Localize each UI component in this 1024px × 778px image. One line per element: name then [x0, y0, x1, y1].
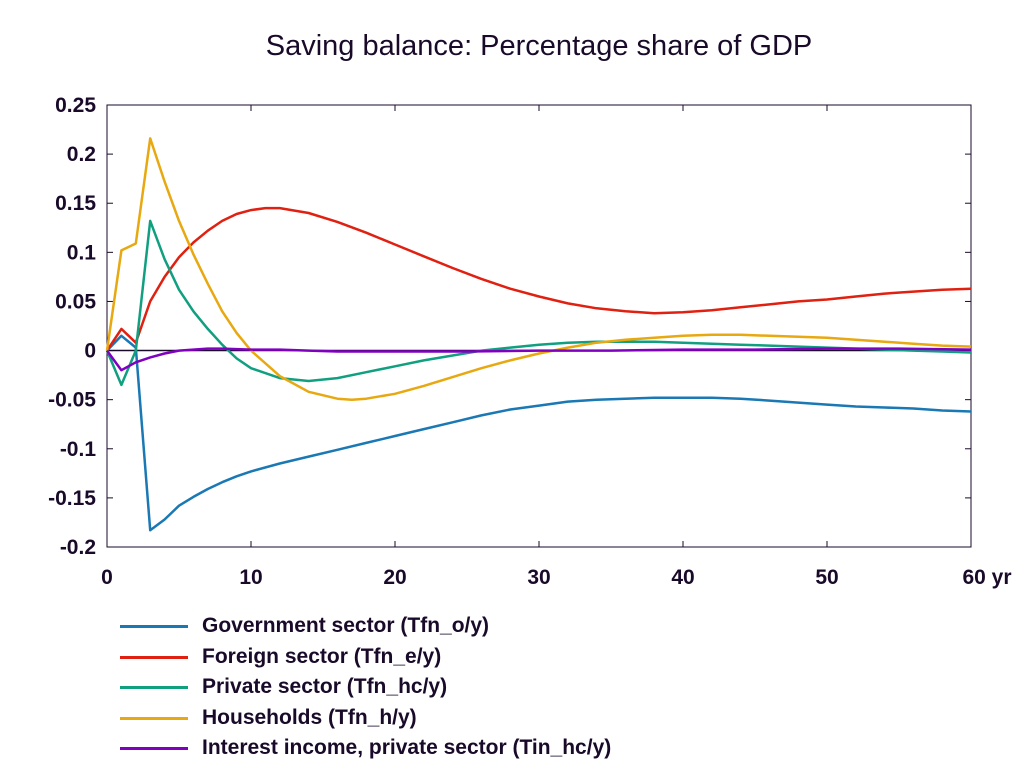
- y-tick-label: -0.05: [48, 389, 96, 412]
- legend-swatch: [120, 625, 188, 628]
- legend-swatch: [120, 747, 188, 750]
- x-tick-label: 0: [101, 566, 113, 589]
- legend-label: Private sector (Tfn_hc/y): [202, 675, 448, 698]
- y-tick-label: 0.2: [67, 143, 96, 166]
- y-tick-label: -0.15: [48, 487, 96, 510]
- y-tick-label: 0.15: [55, 192, 96, 215]
- legend-swatch: [120, 686, 188, 689]
- series-lines: [105, 137, 972, 532]
- y-tick-label: 0.05: [55, 290, 96, 313]
- x-axis: 0 10 20 30 40 50 60 yr: [101, 105, 1012, 589]
- legend-label: Government sector (Tfn_o/y): [202, 614, 490, 637]
- series-line-1: [106, 334, 972, 532]
- x-tick-label: 20: [383, 566, 406, 589]
- x-tick-label: 10: [239, 566, 262, 589]
- y-axis: 0.25 0.2 0.15 0.1 0.05 0 -0.05 -0.1 -0.15 -0.2: [48, 94, 971, 559]
- chart-title: Saving balance: Percentage share of GDP: [265, 30, 813, 62]
- series-line-3: [105, 219, 972, 387]
- legend-label: Interest income, private sector (Tin_hc/…: [202, 736, 612, 759]
- x-tick-label: 60 yr: [962, 566, 1011, 589]
- y-tick-label: 0.1: [67, 241, 97, 264]
- legend-label: Foreign sector (Tfn_e/y): [202, 644, 442, 668]
- y-tick-label: -0.2: [60, 536, 96, 559]
- series-line-2: [105, 206, 972, 352]
- y-tick-label: 0: [84, 340, 96, 363]
- x-tick-label: 30: [527, 566, 550, 589]
- legend-label: Households (Tfn_h/y): [202, 705, 417, 729]
- plot-frame: [106, 104, 972, 548]
- y-tick-label: 0.25: [55, 94, 96, 117]
- legend-swatch: [120, 655, 188, 659]
- legend-swatch: [120, 716, 188, 720]
- y-tick-label: -0.1: [60, 438, 97, 461]
- x-tick-label: 40: [671, 566, 694, 589]
- series-line-5: [105, 347, 972, 372]
- series-line-4: [105, 137, 972, 401]
- x-tick-label: 50: [815, 566, 838, 589]
